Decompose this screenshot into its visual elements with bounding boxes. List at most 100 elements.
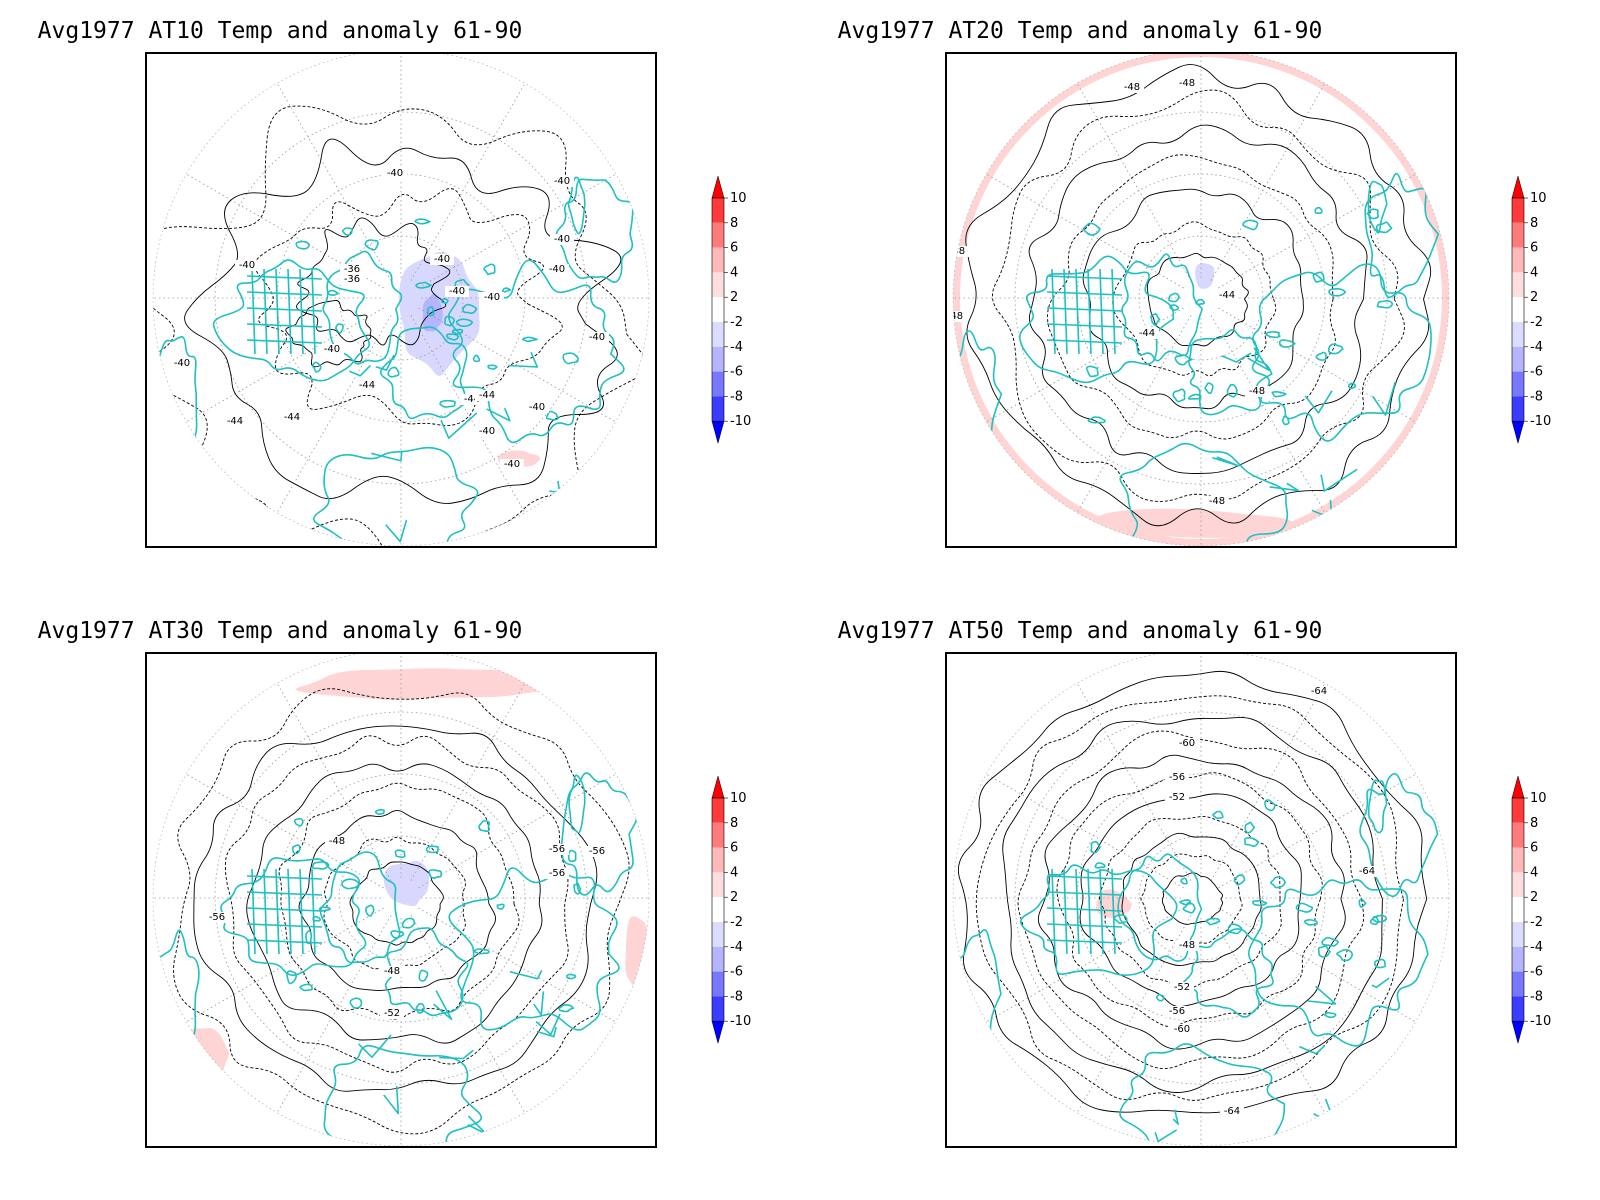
colorbar-segment — [712, 322, 724, 347]
colorbar-tick-label: 8 — [730, 816, 738, 831]
contour-label: -40 — [324, 344, 340, 355]
colorbar-tick-label: -8 — [1530, 989, 1543, 1004]
colorbar-tick-label: 4 — [1530, 865, 1538, 880]
colorbar-arrow-bottom — [711, 1020, 725, 1045]
contour-label-bg — [1307, 686, 1331, 697]
contour-line — [1037, 754, 1346, 1050]
negative-anomaly-strong — [422, 293, 443, 332]
contour-label-bg — [545, 868, 569, 879]
contour-label-bg — [1165, 792, 1189, 803]
colorbar-tick-label: 6 — [1530, 841, 1538, 856]
contour-label-bg — [1120, 82, 1144, 93]
contour-line — [224, 735, 569, 1073]
contour-label: -36 — [344, 264, 360, 275]
contour-label-bg — [320, 344, 344, 355]
contour-line — [1047, 154, 1336, 440]
contour-label-bg — [475, 390, 499, 401]
contour-line — [298, 810, 496, 991]
colorbar-segment — [712, 996, 724, 1022]
anomaly-shading — [398, 252, 541, 467]
contour-label: -44 — [464, 394, 480, 405]
contour-label: -40 — [554, 176, 570, 187]
contour-label-bg — [1165, 772, 1189, 783]
contour-label: -40 — [504, 459, 520, 470]
contour-label-bg — [1355, 866, 1379, 877]
contour-label-bg — [585, 846, 609, 857]
contour-label-bg — [205, 912, 229, 923]
contour-label: -56 — [1169, 1006, 1185, 1017]
contour-label-bg — [550, 234, 574, 245]
colorbar-segment — [1512, 946, 1524, 972]
contour-label-bg — [1165, 1006, 1189, 1017]
colorbar-tick-label: -2 — [730, 915, 743, 930]
contour-label: -40 — [434, 254, 450, 265]
contour-label-bg — [430, 254, 454, 265]
contour-lines — [957, 670, 1428, 1114]
colorbar-tick-label: -4 — [1530, 940, 1543, 955]
colorbar-tick-label: -8 — [1530, 389, 1543, 404]
map-svg: -48 -48 -48 -44 -44 -48 -48 -48 — [952, 54, 1450, 546]
colorbar-segment — [1512, 922, 1524, 947]
contour-label-bg — [1215, 290, 1239, 301]
colorbar-segment — [712, 198, 724, 223]
contour-label: -56 — [1169, 772, 1185, 783]
positive-anomaly — [296, 668, 561, 700]
coastlines — [153, 176, 634, 546]
contour-line — [1017, 730, 1365, 1069]
colorbar-svg: 10 8 6 4 2 -2 -4 -6 -8 -10 — [1511, 175, 1551, 445]
panel-title: Avg1977 AT50 Temp and anomaly 61-90 — [837, 618, 1323, 644]
polar-map: -48 -56 -56 -56 -56 -48 -52 — [145, 652, 657, 1148]
contour-label: -40 — [387, 168, 403, 179]
colorbar-segment — [712, 222, 724, 248]
colorbar-segment — [1512, 798, 1524, 823]
colorbar-segment — [712, 897, 724, 922]
panel-title: Avg1977 AT20 Temp and anomaly 61-90 — [837, 18, 1323, 44]
colorbar-arrow-top — [711, 775, 725, 799]
panel-title: Avg1977 AT30 Temp and anomaly 61-90 — [37, 618, 523, 644]
contour-label: -48 — [1124, 82, 1140, 93]
contour-label-bg — [1135, 328, 1159, 339]
colorbar-tick-label: 6 — [730, 241, 738, 256]
contour-label: -44 — [359, 380, 375, 391]
contour-label-bg — [545, 264, 569, 275]
colorbar-tick-label: 2 — [1530, 290, 1538, 305]
graticule — [153, 654, 649, 1146]
contour-label-bg — [325, 836, 349, 847]
contour-label: -44 — [227, 416, 243, 427]
colorbar-segment — [1512, 897, 1524, 922]
colorbar-tick-label: 8 — [730, 216, 738, 231]
colorbar-segment — [712, 822, 724, 848]
colorbar-segment — [712, 247, 724, 273]
colorbar-segment — [1512, 247, 1524, 273]
colorbar-svg: 10 8 6 4 2 -2 -4 -6 -8 -10 — [1511, 775, 1551, 1045]
colorbar: 10 8 6 4 2 -2 -4 -6 -8 -10 — [1504, 175, 1574, 456]
map-svg: -48 -56 -56 -56 -56 -48 -52 — [152, 654, 650, 1146]
contour-label-bg — [235, 260, 259, 271]
colorbar-tick-label: 2 — [730, 290, 738, 305]
contour-label-bg — [280, 412, 304, 423]
panel-at20: Avg1977 AT20 Temp and anomaly 61-90 -48 -… — [800, 0, 1560, 560]
colorbar-tick-label: 4 — [730, 865, 738, 880]
disc-edge — [952, 654, 1450, 1146]
negative-anomaly — [1195, 262, 1215, 289]
contour-line — [1028, 124, 1368, 474]
colorbar-tick-label: 10 — [1530, 791, 1547, 806]
contour-label: -40 — [449, 286, 465, 297]
contour-label: -36 — [344, 274, 360, 285]
colorbar-svg: 10 8 6 4 2 -2 -4 -6 -8 -10 — [711, 175, 751, 445]
contour-label-bg — [1170, 1024, 1194, 1035]
colorbar-segment — [1512, 198, 1524, 223]
contour-label-bg — [1175, 940, 1199, 951]
contour-label-bg — [355, 380, 379, 391]
contour-label-bg — [525, 402, 549, 413]
colorbar-arrow-top — [711, 175, 725, 199]
contour-label: -40 — [484, 292, 500, 303]
contour-line — [184, 138, 622, 504]
contour-label: -44 — [1139, 328, 1155, 339]
contour-label-bg — [500, 459, 524, 470]
contour-label-bg — [475, 426, 499, 437]
contour-label: -40 — [239, 260, 255, 271]
colorbar-tick-label: -10 — [730, 1014, 751, 1029]
contour-label: -40 — [554, 234, 570, 245]
contour-lines — [965, 64, 1432, 527]
